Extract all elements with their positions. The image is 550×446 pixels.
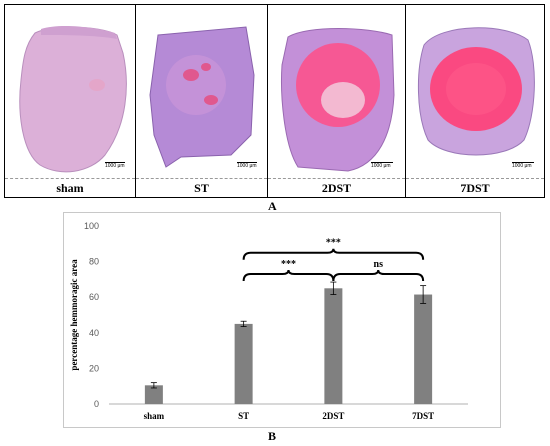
significance-bracket bbox=[332, 269, 425, 282]
x-tick-label: 7DST bbox=[412, 411, 434, 421]
scale-bar: 1000 μm bbox=[105, 161, 125, 169]
significance-bracket bbox=[242, 248, 425, 260]
significance-label: *** bbox=[326, 238, 341, 249]
histology-panel: 1000 μm sham 1000 μm ST 1000 μm 2DST bbox=[4, 4, 545, 198]
bar bbox=[234, 323, 253, 404]
image-st: 1000 μm ST bbox=[136, 5, 268, 197]
panel-label-a: A bbox=[268, 199, 277, 213]
image-7dst: 1000 μm 7DST bbox=[406, 5, 544, 197]
y-axis-label: percentage hemmoragic area bbox=[69, 259, 79, 371]
caption-7dst: 7DST bbox=[406, 178, 544, 197]
y-tick-label: 40 bbox=[89, 328, 99, 338]
scale-bar: 1000 μm bbox=[371, 161, 393, 169]
y-tick-label: 80 bbox=[89, 257, 99, 267]
caption-sham: sham bbox=[5, 178, 135, 197]
panel-label-b: B bbox=[268, 429, 277, 443]
chart-panel: 0 20 40 60 80 100 percentage hemmoragic area sh… bbox=[63, 212, 501, 428]
y-tick-label: 20 bbox=[89, 363, 99, 373]
significance-bracket bbox=[242, 269, 335, 282]
bar-chart: 0 20 40 60 80 100 percentage hemmoragic area sh… bbox=[69, 221, 468, 421]
tissue-section-2dst bbox=[281, 28, 395, 172]
y-tick-label: 100 bbox=[84, 221, 99, 231]
significance-label: ns bbox=[374, 259, 384, 270]
scale-bar: 1000 μm bbox=[512, 161, 534, 169]
tissue-section-sham bbox=[19, 26, 127, 173]
image-2dst: 1000 μm 2DST bbox=[268, 5, 406, 197]
y-tick-label: 0 bbox=[94, 399, 99, 409]
x-tick-label: sham bbox=[144, 411, 165, 421]
caption-st: ST bbox=[136, 178, 267, 197]
bar bbox=[324, 288, 343, 404]
image-sham: 1000 μm sham bbox=[5, 5, 136, 197]
x-tick-label: ST bbox=[238, 411, 249, 421]
tissue-section-st bbox=[149, 26, 255, 168]
tissue-section-7dst bbox=[417, 27, 535, 156]
significance-label: *** bbox=[281, 259, 296, 270]
bar bbox=[414, 294, 433, 404]
caption-2dst: 2DST bbox=[268, 178, 405, 197]
scale-bar: 1000 μm bbox=[237, 161, 257, 169]
y-tick-label: 60 bbox=[89, 292, 99, 302]
x-tick-label: 2DST bbox=[322, 411, 344, 421]
bar bbox=[144, 385, 163, 404]
